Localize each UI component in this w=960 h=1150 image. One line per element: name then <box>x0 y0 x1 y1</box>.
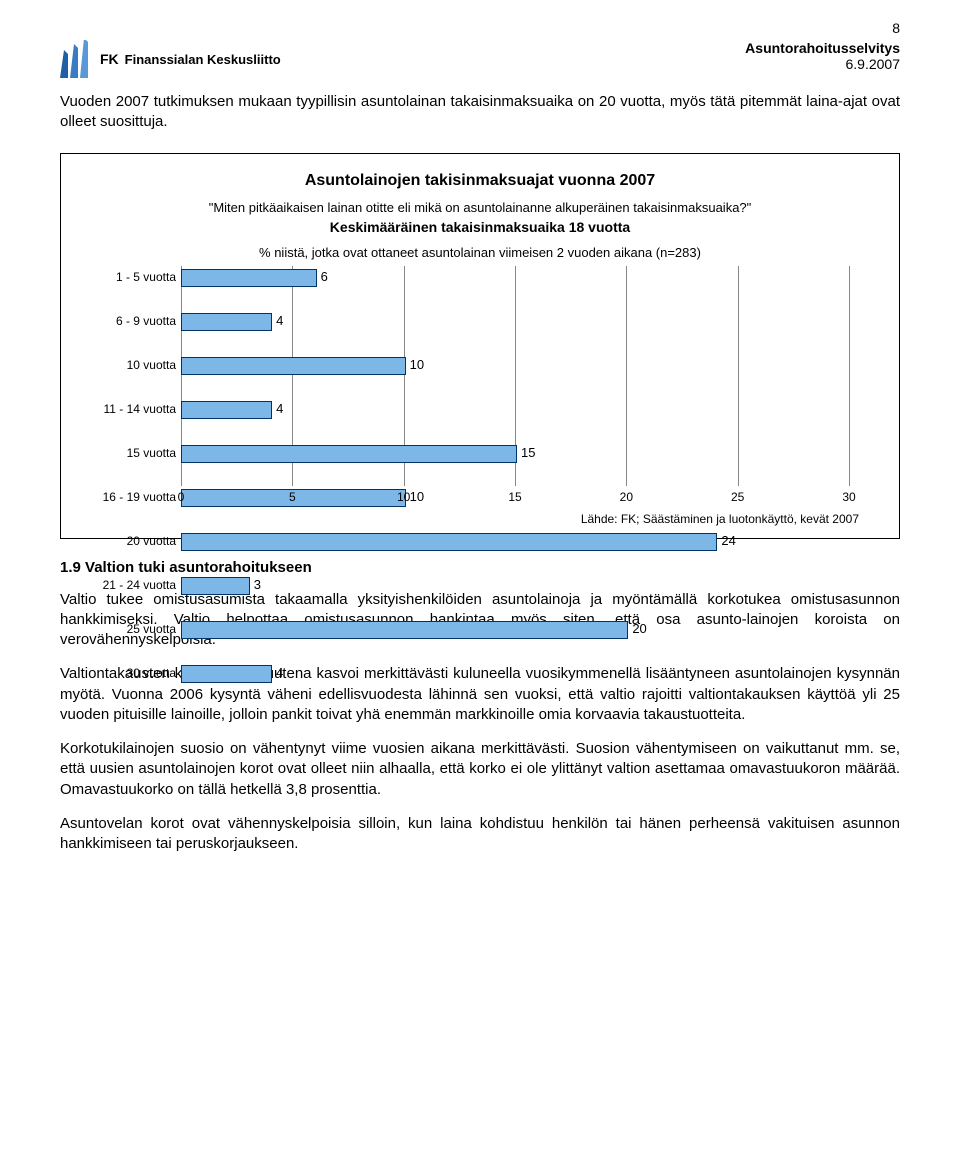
chart-source: Lähde: FK; Säästäminen ja luotonkäyttö, … <box>91 512 859 526</box>
chart-x-tick: 5 <box>289 490 296 504</box>
chart-row: 30 vuotta4 <box>181 662 849 684</box>
chart-bar-track: 6 <box>181 268 849 286</box>
chart-row: 6 - 9 vuotta4 <box>181 310 849 332</box>
page-number: 8 <box>892 20 900 36</box>
chart-x-tick: 20 <box>620 490 633 504</box>
chart-bar <box>181 313 272 331</box>
chart-row: 25 vuotta20 <box>181 618 849 640</box>
chart-bar <box>181 445 517 463</box>
chart-bar <box>181 269 317 287</box>
chart-value-label: 15 <box>521 444 535 462</box>
doc-title-block: Asuntorahoitusselvitys 6.9.2007 <box>745 40 900 72</box>
chart-category-label: 1 - 5 vuotta <box>91 271 176 283</box>
chart-category-label: 10 vuotta <box>91 359 176 371</box>
chart-container: Asuntolainojen takisinmaksuajat vuonna 2… <box>60 153 900 539</box>
chart-x-tick: 10 <box>397 490 410 504</box>
chart-bar-track: 4 <box>181 312 849 330</box>
chart-bar <box>181 665 272 683</box>
chart-row: 15 vuotta15 <box>181 442 849 464</box>
chart-x-tick: 0 <box>178 490 185 504</box>
chart-x-tick: 15 <box>508 490 521 504</box>
chart-bar-track: 4 <box>181 400 849 418</box>
chart-note: % niistä, jotka ovat ottaneet asuntolain… <box>91 245 869 260</box>
chart-value-label: 20 <box>632 620 646 638</box>
doc-title: Asuntorahoitusselvitys <box>745 40 900 56</box>
chart-x-tick: 30 <box>842 490 855 504</box>
chart-row: 1 - 5 vuotta6 <box>181 266 849 288</box>
chart-plot-area: 1 - 5 vuotta6 6 - 9 vuotta4 10 vuotta10 11 … <box>181 266 849 486</box>
chart-bar-track: 24 <box>181 532 849 550</box>
chart-value-label: 4 <box>276 312 283 330</box>
chart-row: 11 - 14 vuotta4 <box>181 398 849 420</box>
chart-category-label: 20 vuotta <box>91 535 176 547</box>
chart-area: 1 - 5 vuotta6 6 - 9 vuotta4 10 vuotta10 11 … <box>181 266 849 508</box>
chart-category-label: 6 - 9 vuotta <box>91 315 176 327</box>
body-paragraph-4: Asuntovelan korot ovat vähennyskelpoisia… <box>60 814 900 855</box>
chart-category-label: 16 - 19 vuotta <box>91 491 176 503</box>
chart-category-label: 15 vuotta <box>91 447 176 459</box>
chart-value-label: 4 <box>276 664 283 682</box>
logo-org-name: Finanssialan Keskusliitto <box>125 52 281 67</box>
chart-bar <box>181 357 406 375</box>
chart-row: 21 - 24 vuotta3 <box>181 574 849 596</box>
chart-bar <box>181 401 272 419</box>
logo-fk-text: FK <box>100 51 119 67</box>
chart-subtitle-avg: Keskimääräinen takaisinmaksuaika 18 vuot… <box>91 219 869 235</box>
chart-category-label: 30 vuotta <box>91 667 176 679</box>
chart-value-label: 4 <box>276 400 283 418</box>
chart-x-tick: 25 <box>731 490 744 504</box>
chart-gridline <box>849 266 850 486</box>
chart-value-label: 3 <box>254 576 261 594</box>
body-paragraph-3: Korkotukilainojen suosio on vähentynyt v… <box>60 739 900 800</box>
doc-date: 6.9.2007 <box>745 56 900 72</box>
chart-bar-track: 15 <box>181 444 849 462</box>
chart-category-label: 25 vuotta <box>91 623 176 635</box>
chart-bar-track: 10 <box>181 356 849 374</box>
chart-bar <box>181 577 250 595</box>
chart-bar-track: 4 <box>181 664 849 682</box>
chart-bar-track: 3 <box>181 576 849 594</box>
chart-category-label: 11 - 14 vuotta <box>91 403 176 415</box>
chart-category-label: 21 - 24 vuotta <box>91 579 176 591</box>
chart-value-label: 24 <box>721 532 735 550</box>
chart-subtitle-question: "Miten pitkäaikaisen lainan otitte eli m… <box>91 200 869 215</box>
chart-bar-track: 20 <box>181 620 849 638</box>
chart-bar <box>181 533 717 551</box>
logo-block: FK Finanssialan Keskusliitto <box>60 40 281 78</box>
chart-row: 10 vuotta10 <box>181 354 849 376</box>
fk-logo-icon <box>60 40 94 78</box>
chart-value-label: 10 <box>410 356 424 374</box>
page-header: FK Finanssialan Keskusliitto Asuntorahoi… <box>60 40 900 78</box>
chart-title: Asuntolainojen takisinmaksuajat vuonna 2… <box>91 172 869 190</box>
intro-paragraph: Vuoden 2007 tutkimuksen mukaan tyypillis… <box>60 92 900 133</box>
chart-x-axis: 051015202530 <box>181 490 849 508</box>
chart-value-label: 6 <box>321 268 328 286</box>
chart-row: 20 vuotta24 <box>181 530 849 552</box>
chart-bar <box>181 621 628 639</box>
